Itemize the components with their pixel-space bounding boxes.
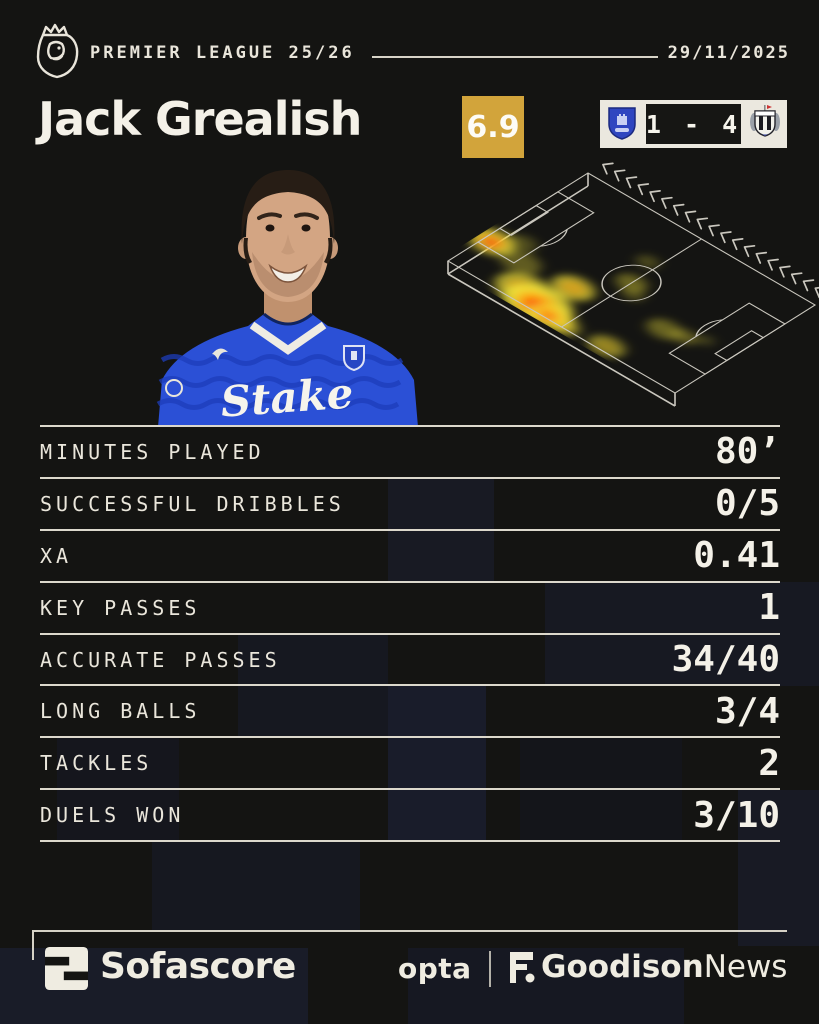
stat-row: TACKLES 2	[40, 738, 780, 791]
stat-label: ACCURATE PASSES	[40, 647, 281, 672]
jersey-collar	[249, 321, 327, 355]
sofascore-wordmark: Sofascore	[100, 946, 296, 987]
opta-logo: opta	[398, 952, 472, 985]
stat-label: DUELS WON	[40, 803, 185, 828]
stat-label: MINUTES PLAYED	[40, 439, 265, 464]
stat-value: 3/10	[693, 794, 780, 836]
sleeve-badge-icon	[165, 379, 183, 397]
goodison-bold: Goodison	[541, 949, 704, 985]
player-name: Jack Grealish	[38, 92, 362, 146]
castore-logo-icon	[212, 348, 228, 360]
direction-of-play-chevrons	[602, 162, 819, 299]
stat-row: KEY PASSES 1	[40, 583, 780, 635]
match-date: 29/11/2025	[667, 43, 790, 63]
stat-row: MINUTES PLAYED 80’	[40, 427, 780, 479]
stat-label: XA	[40, 543, 73, 568]
pitch-lines	[446, 172, 817, 394]
league-season-label: PREMIER LEAGUE 25/26	[90, 43, 355, 63]
stat-value: 1	[758, 587, 780, 629]
stat-label: LONG BALLS	[40, 699, 201, 724]
score-text: 1 - 4	[645, 104, 742, 144]
stat-value: 80’	[714, 431, 780, 473]
stats-table: MINUTES PLAYED 80’ SUCCESSFUL DRIBBLES 0…	[40, 425, 780, 843]
goodison-news-wordmark: GoodisonNews	[541, 949, 787, 985]
background-block	[152, 842, 360, 932]
newcastle-crest-icon	[743, 100, 787, 148]
player-photo: Stake	[156, 170, 418, 427]
stat-value: 34/40	[671, 639, 780, 680]
everton-crest-icon	[600, 100, 644, 148]
sofascore-logo-icon	[45, 947, 88, 990]
heat-blobs	[468, 227, 715, 358]
jersey-sponsor-text: Stake	[219, 368, 355, 426]
footer-logo-divider	[489, 951, 491, 987]
rating-badge: 6.9	[462, 96, 524, 158]
everton-chest-crest-icon	[343, 345, 365, 372]
goodison-news-icon	[510, 952, 535, 983]
goodison-regular: News	[703, 949, 788, 985]
stat-value: 0.41	[693, 535, 780, 577]
stat-value: 3/4	[714, 690, 780, 732]
stat-label: SUCCESSFUL DRIBBLES	[40, 491, 345, 516]
stat-row: LONG BALLS 3/4	[40, 686, 780, 739]
stat-row: SUCCESSFUL DRIBBLES 0/5	[40, 479, 780, 531]
stat-value: 0/5	[714, 483, 780, 525]
footer-divider-corner	[32, 930, 34, 960]
score-widget: 1 - 4	[600, 100, 787, 148]
header-divider-line	[372, 56, 658, 58]
footer-divider-line	[32, 930, 787, 932]
stat-value: 2	[758, 742, 780, 784]
stat-label: TACKLES	[40, 751, 153, 776]
stat-label: KEY PASSES	[40, 595, 201, 620]
stat-row: DUELS WON 3/10	[40, 790, 780, 843]
pitch-slab-edges	[447, 173, 676, 407]
stat-row: ACCURATE PASSES 34/40	[40, 635, 780, 687]
premier-league-logo-icon	[36, 23, 79, 79]
stat-row: XA 0.41	[40, 531, 780, 583]
